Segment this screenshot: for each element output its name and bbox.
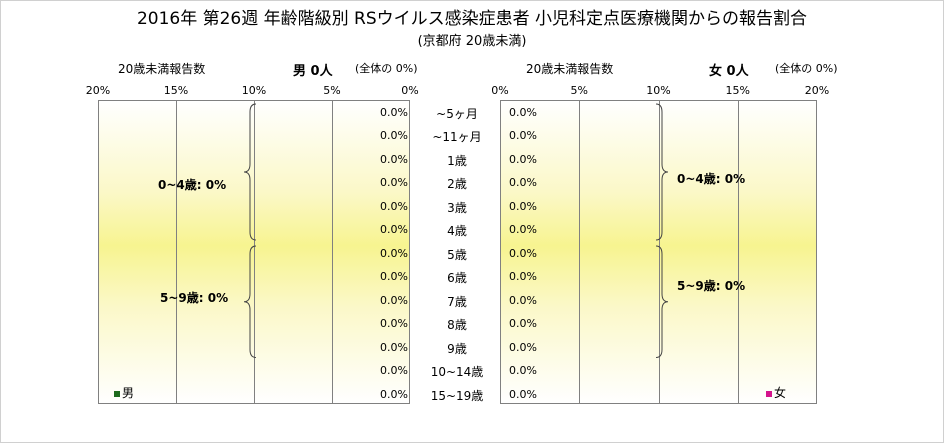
age-label: 6歳 (447, 271, 467, 286)
age-label: ~11ヶ月 (432, 130, 482, 145)
age-label: 3歳 (447, 200, 467, 215)
x-tick-left: 20% (85, 84, 111, 97)
data-label-male: 0.0% (380, 223, 408, 237)
data-label-male: 0.0% (380, 293, 408, 307)
data-label-male: 0.0% (380, 129, 408, 143)
data-label-male: 0.0% (380, 105, 408, 119)
data-label-female: 0.0% (509, 105, 537, 119)
age-label: 10~14歳 (430, 365, 484, 380)
right-count-label: 20歳未満報告数 (526, 62, 614, 76)
data-label-female: 0.0% (509, 199, 537, 213)
data-label-male: 0.0% (380, 317, 408, 331)
age-label: 4歳 (447, 224, 467, 239)
data-label-female: 0.0% (509, 246, 537, 260)
female-total-label: 女 0人 (709, 64, 749, 79)
data-label-male: 0.0% (380, 152, 408, 166)
data-label-female: 0.0% (509, 340, 537, 354)
data-label-male: 0.0% (380, 340, 408, 354)
data-label-female: 0.0% (509, 152, 537, 166)
data-label-female: 0.0% (509, 270, 537, 284)
x-tick-right: 0% (491, 84, 509, 97)
gridline (332, 101, 333, 403)
legend-female-swatch (766, 390, 772, 397)
data-label-male: 0.0% (380, 387, 408, 401)
gridline (658, 101, 660, 403)
age-label: 9歳 (447, 341, 467, 356)
chart-subtitle: (京都府 20歳未満) (417, 34, 527, 49)
brace-female-5-9 (655, 245, 669, 358)
x-tick-left: 5% (323, 84, 341, 97)
x-tick-right: 20% (804, 84, 830, 97)
x-tick-right: 10% (646, 84, 671, 97)
x-tick-left: 0% (401, 84, 419, 97)
age-label: 2歳 (447, 177, 467, 192)
male-share-label: (全体の 0%) (355, 62, 418, 75)
age-label: 1歳 (447, 153, 467, 168)
legend-male: 男 (114, 384, 134, 401)
legend-female: 女 (766, 384, 786, 401)
age-label: 15~19歳 (430, 388, 484, 403)
gridline (737, 101, 739, 403)
data-label-female: 0.0% (509, 223, 537, 237)
legend-male-swatch (114, 390, 120, 397)
data-label-male: 0.0% (380, 176, 408, 190)
legend-male-label: 男 (122, 386, 135, 400)
brace-male-5-9 (243, 245, 257, 358)
data-label-female: 0.0% (509, 176, 537, 190)
x-tick-left: 10% (241, 84, 267, 97)
group-label-female-0-4: 0~4歳: 0% (677, 172, 746, 186)
male-plot-area (98, 100, 410, 404)
male-total-label: 男 0人 (293, 64, 333, 79)
age-label: 5歳 (447, 247, 467, 262)
data-label-female: 0.0% (509, 129, 537, 143)
female-plot-area (500, 100, 817, 404)
data-label-male: 0.0% (380, 246, 408, 260)
group-label-female-5-9: 5~9歳: 0% (677, 279, 746, 293)
age-label: ~5ヶ月 (436, 106, 478, 121)
chart-title: 2016年 第26週 年齢階級別 RSウイルス感染症患者 小児科定点医療機関から… (136, 9, 808, 29)
female-share-label: (全体の 0%) (775, 62, 838, 75)
data-label-male: 0.0% (380, 364, 408, 378)
legend-female-label: 女 (774, 386, 787, 400)
data-label-female: 0.0% (509, 364, 537, 378)
group-label-male-5-9: 5~9歳: 0% (160, 291, 229, 305)
gridline (176, 101, 177, 403)
group-label-male-0-4: 0~4歳: 0% (158, 178, 227, 192)
x-tick-left: 15% (163, 84, 189, 97)
gridline (579, 101, 581, 403)
age-label: 8歳 (447, 318, 467, 333)
data-label-female: 0.0% (509, 293, 537, 307)
left-count-label: 20歳未満報告数 (118, 62, 206, 76)
age-label: 7歳 (447, 294, 467, 309)
x-tick-right: 15% (725, 84, 750, 97)
x-tick-right: 5% (570, 84, 588, 97)
data-label-male: 0.0% (380, 270, 408, 284)
data-label-female: 0.0% (509, 387, 537, 401)
data-label-female: 0.0% (509, 317, 537, 331)
brace-male-0-4 (243, 103, 257, 241)
data-label-male: 0.0% (380, 199, 408, 213)
brace-female-0-4 (655, 103, 669, 241)
gridline (254, 101, 255, 403)
